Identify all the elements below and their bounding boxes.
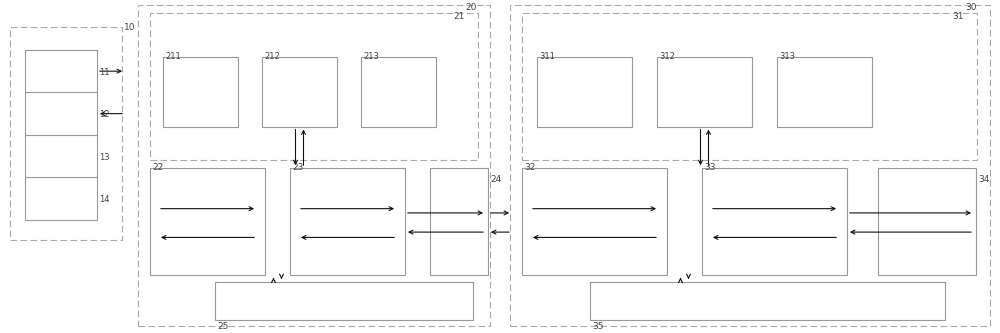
Text: 20: 20: [465, 3, 476, 12]
Bar: [777, 57, 872, 127]
Text: 14: 14: [99, 195, 110, 204]
Bar: [537, 57, 632, 127]
Bar: [150, 13, 478, 160]
Bar: [430, 168, 488, 275]
Bar: [361, 57, 436, 127]
Text: 10: 10: [124, 23, 136, 32]
Text: 212: 212: [264, 52, 280, 61]
Bar: [590, 282, 945, 320]
Text: 11: 11: [99, 68, 110, 77]
Text: 12: 12: [99, 110, 110, 119]
Bar: [150, 168, 265, 275]
Bar: [163, 57, 238, 127]
Text: 23: 23: [292, 163, 303, 172]
Text: 311: 311: [539, 52, 555, 61]
Bar: [510, 5, 990, 326]
Bar: [702, 168, 847, 275]
Text: 33: 33: [704, 163, 716, 172]
Bar: [25, 50, 97, 220]
Text: 35: 35: [592, 322, 604, 331]
Bar: [262, 57, 337, 127]
Text: 31: 31: [952, 12, 964, 21]
Text: 313: 313: [779, 52, 795, 61]
Text: 13: 13: [99, 153, 110, 162]
Text: 30: 30: [965, 3, 976, 12]
Text: 22: 22: [152, 163, 163, 172]
Text: 213: 213: [363, 52, 379, 61]
Bar: [878, 168, 976, 275]
Text: 25: 25: [217, 322, 228, 331]
Bar: [215, 282, 473, 320]
Text: 211: 211: [165, 52, 181, 61]
Bar: [522, 13, 977, 160]
Bar: [657, 57, 752, 127]
Bar: [522, 168, 667, 275]
Bar: [290, 168, 405, 275]
Text: 32: 32: [524, 163, 535, 172]
Text: 21: 21: [453, 12, 464, 21]
Text: 312: 312: [659, 52, 675, 61]
Text: 34: 34: [978, 175, 989, 184]
Bar: [10, 27, 122, 240]
Text: 24: 24: [490, 175, 501, 184]
Bar: [138, 5, 490, 326]
